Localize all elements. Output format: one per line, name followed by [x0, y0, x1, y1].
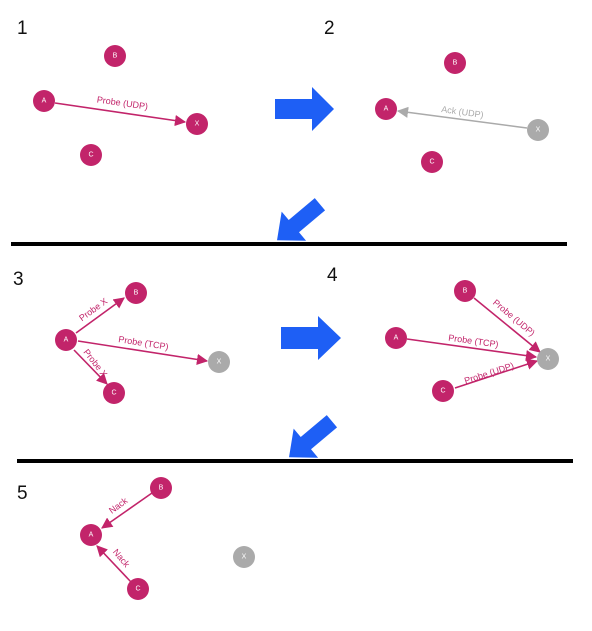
node-x: X	[233, 546, 255, 568]
step-4: 4 Probe (UDP) Probe (TCP) Probe (UDP) A …	[327, 265, 559, 402]
node-b: B	[104, 45, 126, 67]
arrow-right-1-to-2	[275, 87, 334, 131]
edge-probe-a-x	[54, 102, 187, 127]
node-c: C	[421, 151, 443, 173]
edge-probe-c-x	[454, 358, 539, 389]
step-3: 3 Probe X Probe (TCP) Probe X A B C X	[13, 269, 230, 404]
svg-text:B: B	[113, 53, 118, 60]
edge-nack-c-a	[96, 545, 132, 583]
svg-text:A: A	[384, 106, 389, 113]
edge-probe-a-x	[77, 340, 209, 365]
arrow-down-4-to-5	[289, 415, 338, 458]
step-number: 1	[17, 18, 28, 39]
svg-text:C: C	[135, 586, 140, 593]
node-a: A	[385, 327, 407, 349]
node-a: A	[33, 90, 55, 112]
svg-text:A: A	[394, 335, 399, 342]
edge-label: Nack	[107, 495, 130, 515]
node-b: B	[150, 477, 172, 499]
step-2: 2 Ack (UDP) A B C X	[324, 18, 549, 173]
node-a: A	[375, 98, 397, 120]
edge-nack-b-a	[101, 492, 153, 529]
node-x: X	[527, 119, 549, 141]
node-c: C	[432, 380, 454, 402]
node-x: X	[208, 351, 230, 373]
svg-text:C: C	[88, 152, 93, 159]
edge-label: Probe (UDP)	[463, 360, 515, 385]
edge-label: Probe X	[77, 296, 109, 323]
svg-text:C: C	[429, 159, 434, 166]
edge-ack-x-a	[396, 106, 528, 129]
edge-label: Probe (UDP)	[96, 94, 148, 111]
svg-text:B: B	[453, 60, 458, 67]
edge-label: Probe (TCP)	[448, 333, 499, 350]
arrow-right-3-to-4	[281, 316, 341, 360]
node-x: X	[186, 113, 208, 135]
edge-probe-b-x	[473, 297, 541, 353]
step-number: 4	[327, 265, 338, 286]
svg-text:X: X	[242, 554, 247, 561]
step-number: 5	[17, 483, 28, 504]
node-a: A	[80, 524, 102, 546]
edge-probe-a-c	[73, 349, 108, 385]
step-number: 2	[324, 18, 335, 39]
step-5: 5 Nack Nack A B C X	[17, 477, 255, 600]
node-x: X	[537, 348, 559, 370]
node-c: C	[127, 578, 149, 600]
node-c: C	[103, 382, 125, 404]
edge-probe-a-x	[406, 338, 538, 362]
node-b: B	[454, 280, 476, 302]
svg-text:A: A	[89, 532, 94, 539]
edge-probe-a-b	[75, 297, 125, 334]
svg-text:X: X	[546, 356, 551, 363]
edge-label: Nack	[111, 547, 132, 570]
edge-label: Probe (TCP)	[118, 334, 169, 352]
svg-text:B: B	[463, 288, 468, 295]
svg-text:X: X	[195, 121, 200, 128]
svg-text:X: X	[217, 359, 222, 366]
step-1: 1 Probe (UDP) A B C X	[17, 18, 208, 166]
svg-text:X: X	[536, 127, 541, 134]
arrow-down-2-to-3	[277, 198, 326, 241]
svg-text:B: B	[159, 485, 164, 492]
node-c: C	[80, 144, 102, 166]
svg-text:A: A	[42, 98, 47, 105]
svg-text:C: C	[440, 388, 445, 395]
step-number: 3	[13, 269, 24, 290]
node-a: A	[55, 329, 77, 351]
node-b: B	[125, 282, 147, 304]
node-b: B	[444, 52, 466, 74]
svg-text:B: B	[134, 290, 139, 297]
edge-label: Probe X	[81, 347, 109, 379]
svg-text:A: A	[64, 337, 69, 344]
svg-text:C: C	[111, 390, 116, 397]
